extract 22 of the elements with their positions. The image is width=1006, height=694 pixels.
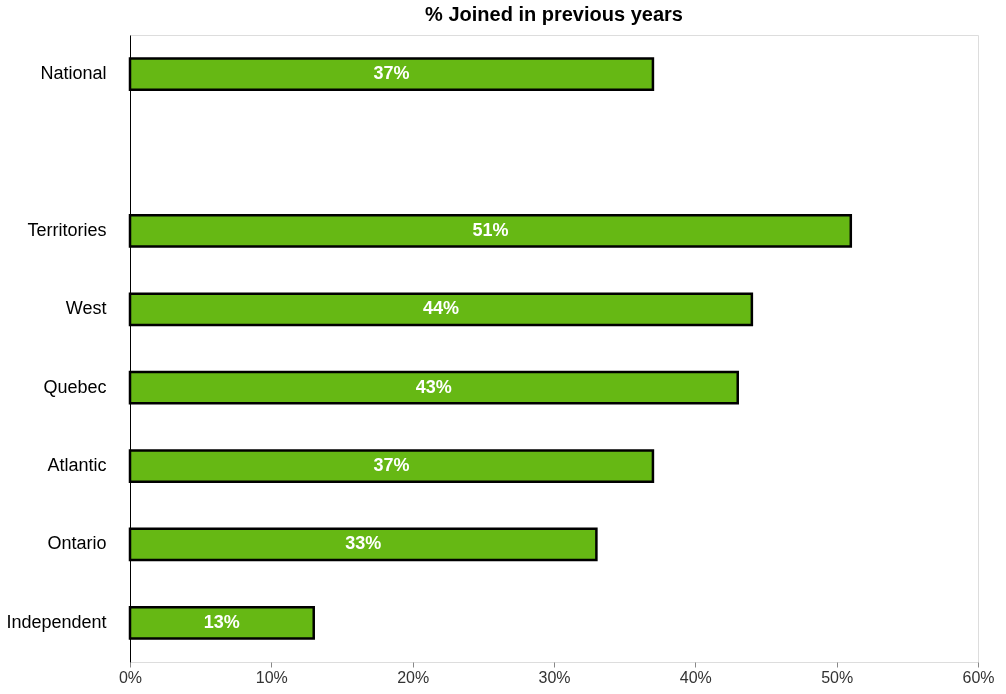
x-tick-label: 20% — [397, 668, 430, 686]
x-tick-label: 0% — [118, 668, 143, 686]
chart-title: % Joined in previous years — [425, 3, 683, 25]
y-tick-label: Ontario — [47, 533, 107, 554]
y-tick-label: Quebec — [43, 376, 107, 397]
y-tick-label: West — [65, 298, 107, 319]
x-tick-label: 60% — [962, 668, 995, 686]
y-tick-label: National — [40, 63, 107, 84]
x-tick-label: 30% — [538, 668, 571, 686]
x-tick-label: 10% — [255, 668, 288, 686]
y-tick-label: Territories — [27, 219, 107, 240]
x-tick-label: 40% — [679, 668, 712, 686]
data-label: 51% — [472, 219, 509, 240]
data-label: 44% — [422, 298, 459, 319]
data-label: 13% — [203, 611, 240, 632]
data-label: 37% — [373, 63, 410, 84]
y-tick-label: Atlantic — [47, 455, 107, 476]
y-tick-label: Independent — [6, 611, 107, 632]
data-label: 33% — [345, 533, 382, 554]
data-label: 43% — [415, 376, 452, 397]
data-label: 37% — [373, 455, 410, 476]
x-tick-label: 50% — [821, 668, 854, 686]
